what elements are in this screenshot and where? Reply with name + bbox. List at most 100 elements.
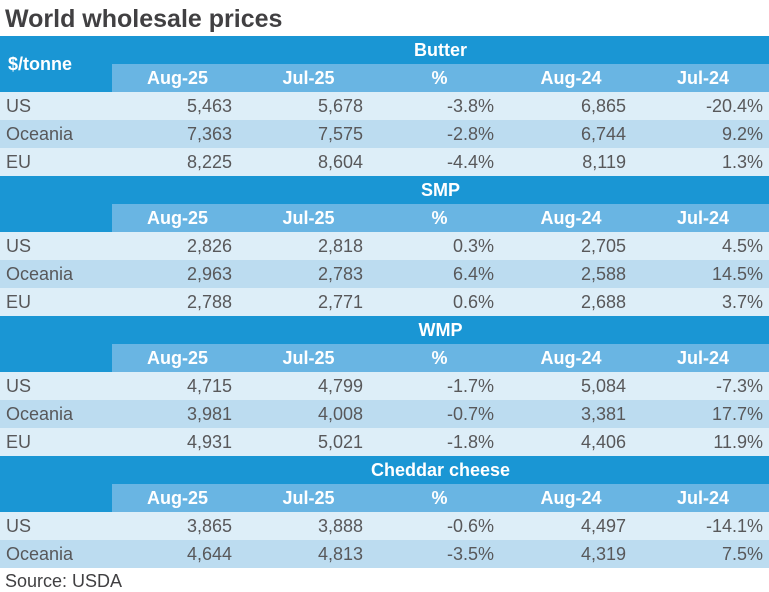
value-cell: -0.7% [374,400,505,428]
value-cell: 0.3% [374,232,505,260]
source-note: Source: USDA [5,571,123,591]
table-row: Oceania 3,981 4,008 -0.7% 3,381 17.7% [0,400,769,428]
value-cell: 5,678 [243,92,374,120]
table-row: US 3,865 3,888 -0.6% 4,497 -14.1% [0,512,769,540]
table-row: US 2,826 2,818 0.3% 2,705 4.5% [0,232,769,260]
value-cell: 4,008 [243,400,374,428]
value-cell: 2,705 [505,232,637,260]
corner-cell [0,316,112,372]
value-cell: -1.7% [374,372,505,400]
value-cell: 7,363 [112,120,243,148]
value-cell: 3,865 [112,512,243,540]
region-cell: US [0,512,112,540]
region-cell: EU [0,288,112,316]
section-title: Cheddar cheese [112,456,769,484]
value-cell: 4,813 [243,540,374,568]
value-cell: 2,688 [505,288,637,316]
region-cell: US [0,92,112,120]
corner-cell [0,456,112,512]
column-header: Aug-25 [112,484,243,512]
column-header: Jul-24 [637,204,769,232]
region-cell: EU [0,428,112,456]
page-title: World wholesale prices [5,5,283,33]
table-row: EU 8,225 8,604 -4.4% 8,119 1.3% [0,148,769,176]
column-header: Aug-25 [112,344,243,372]
column-header: Jul-24 [637,64,769,92]
column-header-row: Aug-25 Jul-25% Aug-24 Jul-24 [0,204,769,232]
section-title: SMP [112,176,769,204]
table-row: US 5,463 5,678 -3.8% 6,865 -20.4% [0,92,769,120]
value-cell: 6,744 [505,120,637,148]
value-cell: 2,963 [112,260,243,288]
section-title: Butter [112,36,769,64]
value-cell: 2,818 [243,232,374,260]
value-cell: 14.5% [637,260,769,288]
value-cell: 4,715 [112,372,243,400]
value-cell: 3,381 [505,400,637,428]
value-cell: -20.4% [637,92,769,120]
value-cell: -0.6% [374,512,505,540]
column-header: Jul-25 [243,204,374,232]
column-header: Jul-25 [243,64,374,92]
value-cell: 5,021 [243,428,374,456]
value-cell: 3,981 [112,400,243,428]
section-header-row: $/tonne Butter [0,36,769,92]
column-header: Jul-25 [243,484,374,512]
column-header: % [374,344,505,372]
value-cell: 3,888 [243,512,374,540]
region-cell: Oceania [0,400,112,428]
value-cell: 6.4% [374,260,505,288]
value-cell: 2,783 [243,260,374,288]
value-cell: 5,084 [505,372,637,400]
value-cell: 8,604 [243,148,374,176]
column-header: Aug-24 [505,64,637,92]
column-header-row: Aug-25 Jul-25% Aug-24 Jul-24 [0,64,769,92]
region-cell: EU [0,148,112,176]
column-header: Aug-25 [112,204,243,232]
value-cell: 2,826 [112,232,243,260]
value-cell: -3.5% [374,540,505,568]
column-header: Aug-24 [505,204,637,232]
section-title: WMP [112,316,769,344]
table-row: EU 4,931 5,021 -1.8% 4,406 11.9% [0,428,769,456]
value-cell: 4,319 [505,540,637,568]
region-cell: Oceania [0,260,112,288]
column-header: % [374,484,505,512]
value-cell: 0.6% [374,288,505,316]
value-cell: 4,799 [243,372,374,400]
value-cell: 4,931 [112,428,243,456]
value-cell: 4,497 [505,512,637,540]
corner-cell [0,176,112,232]
table-row: Oceania 4,644 4,813 -3.5% 4,319 7.5% [0,540,769,568]
wholesale-prices-table: $/tonne Butter Aug-25 Jul-25% Aug-24 Jul-24 US… [0,36,769,568]
value-cell: 11.9% [637,428,769,456]
value-cell: -3.8% [374,92,505,120]
table-row: Oceania 2,963 2,783 6.4% 2,588 14.5% [0,260,769,288]
value-cell: 2,771 [243,288,374,316]
column-header: Aug-24 [505,344,637,372]
column-header: % [374,64,505,92]
column-header: Aug-24 [505,484,637,512]
column-header: Jul-24 [637,344,769,372]
column-header: Jul-24 [637,484,769,512]
table-row: Oceania 7,363 7,575 -2.8% 6,744 9.2% [0,120,769,148]
unit-label-cell: $/tonne [0,36,112,92]
table-row: EU 2,788 2,771 0.6% 2,688 3.7% [0,288,769,316]
value-cell: -14.1% [637,512,769,540]
value-cell: -7.3% [637,372,769,400]
value-cell: 2,788 [112,288,243,316]
value-cell: 1.3% [637,148,769,176]
value-cell: 3.7% [637,288,769,316]
value-cell: 8,119 [505,148,637,176]
value-cell: 9.2% [637,120,769,148]
section-header-row: Cheddar cheese [0,456,769,512]
value-cell: 8,225 [112,148,243,176]
value-cell: 4.5% [637,232,769,260]
column-header: % [374,204,505,232]
table-row: US 4,715 4,799 -1.7% 5,084 -7.3% [0,372,769,400]
value-cell: 17.7% [637,400,769,428]
value-cell: 7,575 [243,120,374,148]
column-header-row: Aug-25 Jul-25% Aug-24 Jul-24 [0,484,769,512]
value-cell: 5,463 [112,92,243,120]
